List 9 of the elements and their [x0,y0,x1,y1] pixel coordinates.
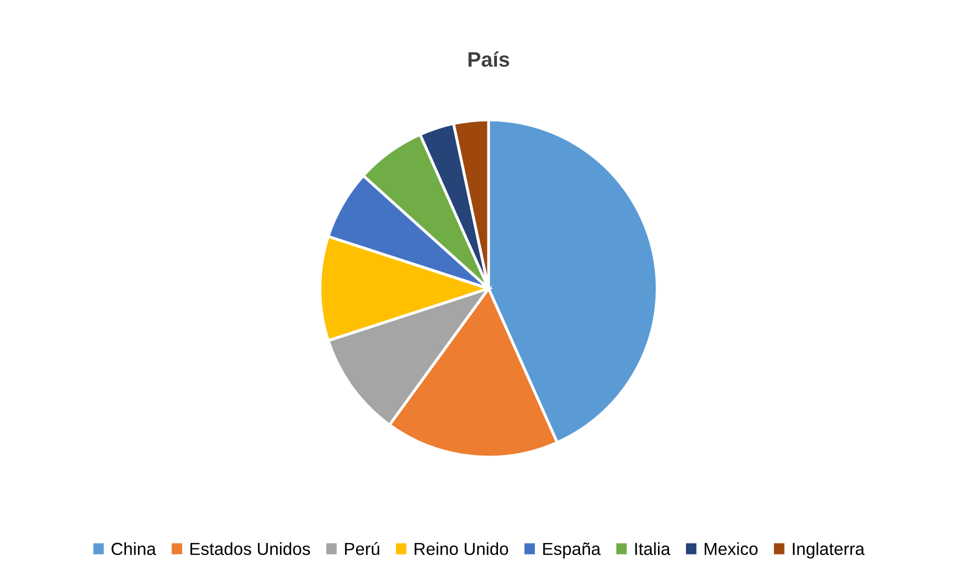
legend-label: Inglaterra [792,542,865,558]
legend-label: España [543,542,601,558]
legend-label: Estados Unidos [190,542,310,556]
legend-label: China [112,542,156,556]
legend-label: Italia [635,542,670,556]
legend-label: Mexico [704,542,758,556]
legend-label: Reino Unido [414,542,508,556]
legend-label: Perú [345,542,380,556]
chart-title: País [468,51,510,67]
